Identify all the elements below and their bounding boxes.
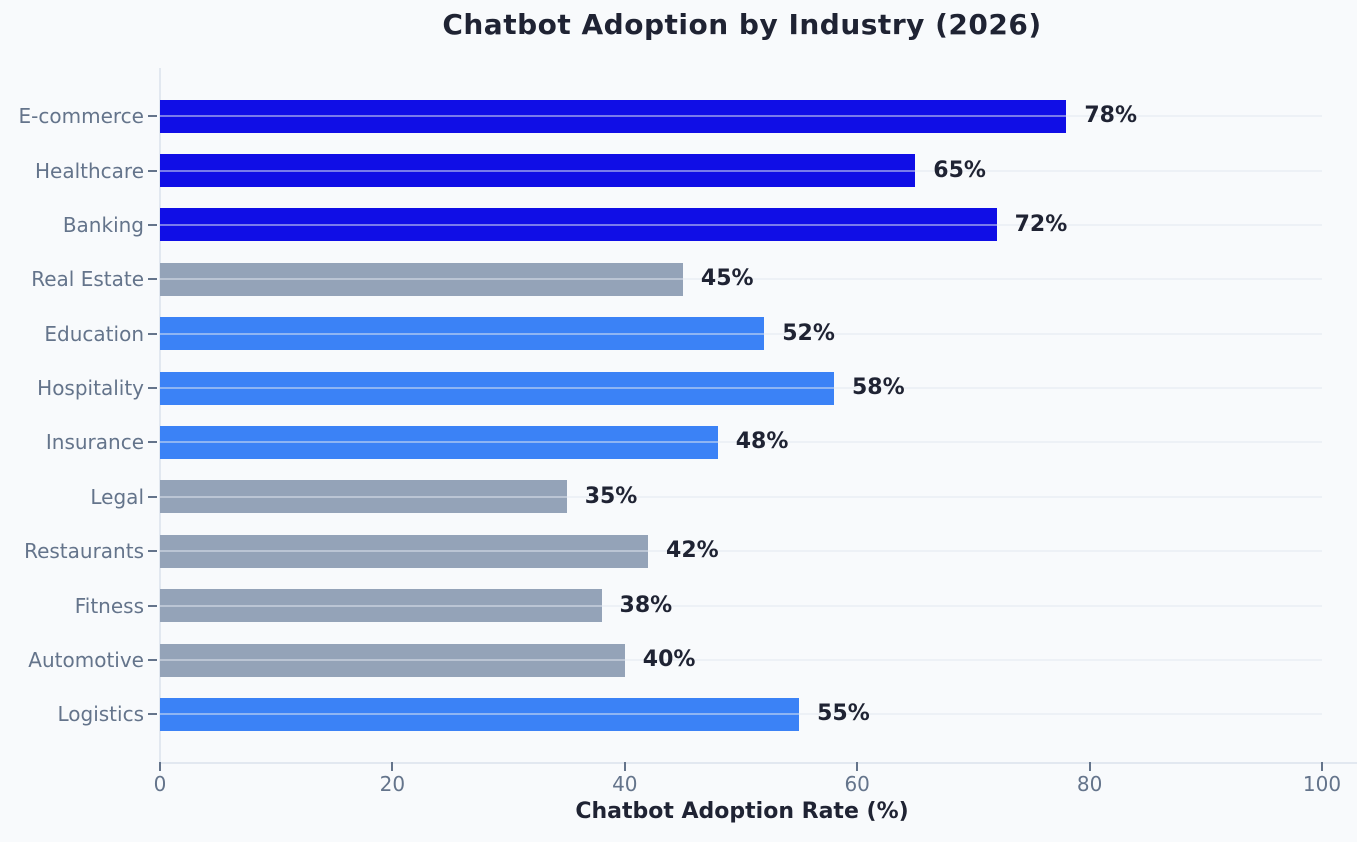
y-tick-mark	[148, 713, 157, 716]
gridline	[160, 495, 1322, 498]
y-tick-mark	[148, 278, 157, 281]
bar-value-label: 40%	[642, 647, 696, 672]
gridline	[160, 223, 1322, 226]
gridline	[160, 278, 1322, 281]
bar-value-label: 72%	[1014, 211, 1068, 237]
x-tick-label: 60	[844, 772, 870, 796]
y-tick-mark	[148, 169, 157, 172]
gridline	[160, 441, 1322, 444]
bar-value-label: 35%	[584, 483, 638, 509]
y-tick-mark	[148, 115, 157, 118]
bar-value-label: 52%	[782, 320, 835, 346]
y-axis-category-label: Restaurants	[24, 539, 144, 564]
gridline	[160, 387, 1322, 390]
bar-value-label: 55%	[817, 701, 870, 727]
y-axis-category-label: Hospitality	[37, 376, 144, 401]
x-tick-mark	[1321, 762, 1323, 771]
gridline	[160, 550, 1322, 553]
y-axis-category-label: Insurance	[45, 430, 144, 455]
gridline	[160, 659, 1322, 661]
x-tick-label: 100	[1302, 772, 1342, 796]
y-axis-category-label: Healthcare	[34, 158, 144, 183]
y-axis-category-label: Real Estate	[31, 267, 144, 292]
y-axis-category-label: Automotive	[28, 648, 144, 672]
y-tick-mark	[148, 441, 157, 444]
y-tick-mark	[148, 332, 157, 335]
gridline	[160, 115, 1322, 118]
y-tick-mark	[148, 495, 157, 498]
x-tick-label: 0	[153, 772, 167, 796]
gridline	[160, 604, 1322, 607]
y-tick-mark	[148, 387, 157, 390]
y-axis-category-label: Fitness	[74, 593, 144, 618]
x-axis-title: Chatbot Adoption Rate (%)	[575, 799, 909, 824]
y-axis-category-label: Legal	[90, 484, 144, 509]
gridline	[160, 713, 1322, 716]
x-axis-spine	[159, 762, 1357, 764]
y-tick-mark	[148, 659, 157, 661]
gridline	[160, 169, 1322, 172]
x-tick-mark	[1088, 762, 1091, 771]
x-tick-label: 80	[1076, 772, 1103, 796]
y-tick-mark	[148, 550, 157, 553]
bar-value-label: 48%	[735, 429, 789, 455]
x-tick-mark	[159, 762, 161, 771]
bar-value-label: 42%	[666, 538, 719, 564]
bar-value-label: 38%	[619, 592, 673, 618]
y-axis-category-label: E-commerce	[18, 104, 144, 129]
bar-value-label: 58%	[851, 375, 905, 401]
x-tick-mark	[391, 762, 394, 771]
y-axis-spine	[159, 68, 161, 762]
y-axis-category-label: Education	[44, 321, 144, 346]
bar-value-label: 65%	[933, 157, 986, 183]
x-tick-label: 40	[612, 772, 638, 796]
y-axis-category-label: Banking	[62, 212, 144, 237]
y-tick-mark	[148, 223, 157, 226]
x-tick-mark	[856, 762, 859, 771]
y-tick-mark	[148, 604, 157, 607]
bar-value-label: 45%	[700, 266, 754, 292]
y-axis-category-label: Logistics	[57, 702, 144, 727]
x-tick-label: 20	[379, 772, 406, 796]
bar-value-label: 78%	[1084, 103, 1138, 129]
chart-title: Chatbot Adoption by Industry (2026)	[442, 8, 1042, 41]
x-tick-mark	[623, 762, 626, 771]
gridline	[160, 332, 1322, 335]
